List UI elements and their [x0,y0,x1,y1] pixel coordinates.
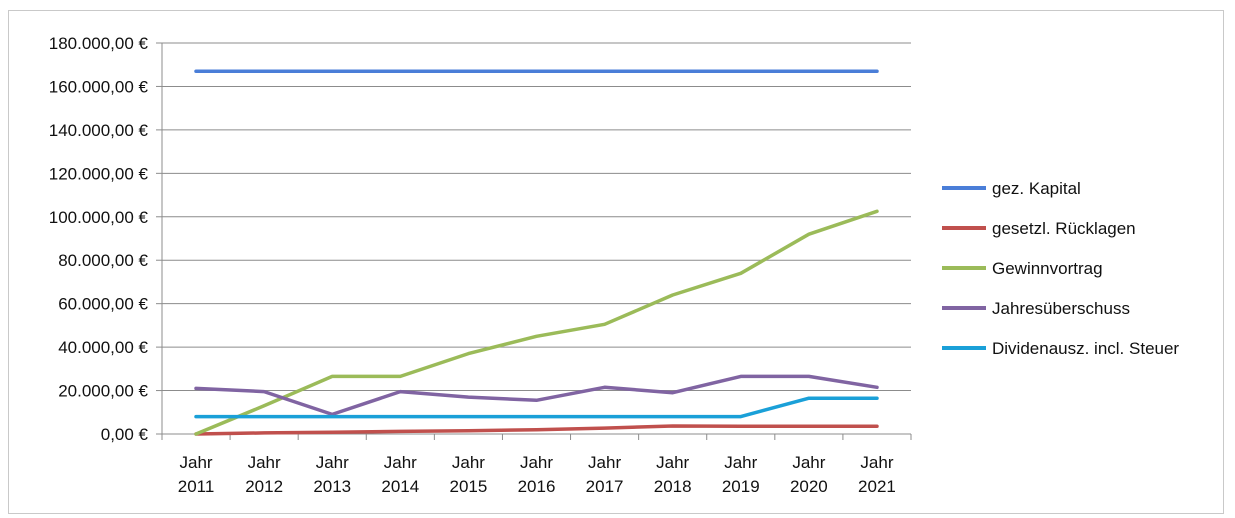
x-tick-label: Jahr 2020 [790,453,828,496]
series-line-4 [194,374,879,417]
x-tick-label: Jahr 2019 [722,453,760,496]
series-line-3 [194,209,879,436]
x-tick-label: Jahr 2017 [586,453,624,496]
legend-label: gez. Kapital [992,179,1081,198]
y-tick-label: 160.000,00 € [49,77,149,96]
series-line-5 [194,396,879,419]
legend-label: gesetzl. Rücklagen [992,219,1136,238]
y-tick-label: 100.000,00 € [49,208,149,227]
y-tick-label: 0,00 € [101,425,149,444]
y-tick-label: 40.000,00 € [58,338,148,357]
y-tick-label: 20.000,00 € [58,382,148,401]
legend-label: Gewinnvortrag [992,259,1103,278]
y-axis-ticks: 0,00 € 20.000,00 € 40.000,00 € 60.000,00 € 8… [49,34,149,444]
x-tick-label: Jahr 2013 [313,453,351,496]
y-tick-label: 60.000,00 € [58,295,148,314]
x-tick-label: Jahr 2014 [381,453,419,496]
y-tick-label: 140.000,00 € [49,121,149,140]
x-tick-label: Jahr 2015 [449,453,487,496]
x-tick-label: Jahr 2021 [858,453,896,496]
legend: gez. Kapital gesetzl. Rücklagen Gewinnvort… [942,179,1179,358]
y-tick-label: 180.000,00 € [49,34,149,53]
legend-label: Dividenausz. incl. Steuer [992,339,1179,358]
x-tick-label: Jahr 2012 [245,453,283,496]
y-tick-label: 80.000,00 € [58,251,148,270]
series-line-2 [194,424,879,436]
y-tick-label: 120.000,00 € [49,164,149,183]
series-lines [194,69,879,436]
x-tick-label: Jahr 2018 [654,453,692,496]
x-axis-ticks: Jahr 2011 Jahr 2012 Jahr 2013 Jahr 2014 Jahr 2015… [178,453,896,496]
x-tick-label: Jahr 2011 [178,453,215,496]
chart-frame [8,10,1224,514]
gridlines [162,42,911,392]
x-tick-label: Jahr 2016 [518,453,556,496]
legend-label: Jahresüberschuss [992,299,1130,318]
